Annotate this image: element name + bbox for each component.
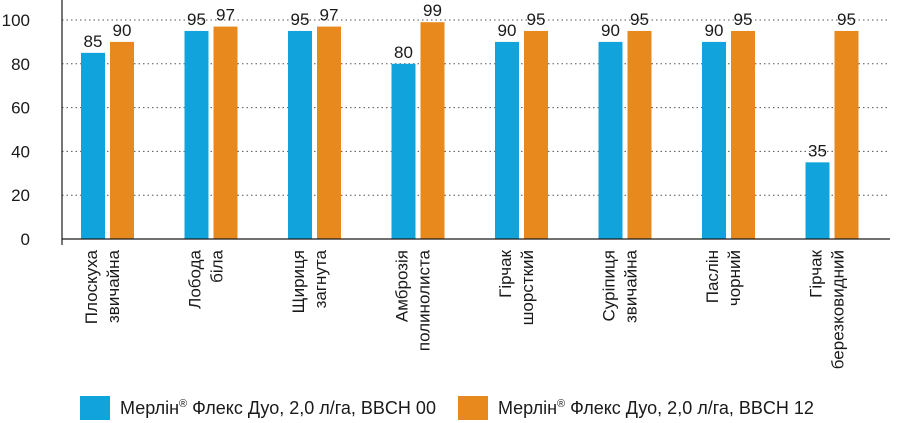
x-tick-label-line-6-0: Паслін	[703, 250, 722, 303]
bar-bbch00-0	[81, 52, 105, 239]
x-tick-label-line-4-0: Гірчак	[496, 249, 515, 297]
data-label-bbch00-5: 90	[601, 21, 620, 40]
bar-bbch12-4	[524, 30, 548, 240]
x-tick-label-line-5-1: звичайна	[622, 249, 641, 323]
legend-item-bbch12: Мерлін® Флекс Дуо, 2,0 л/га, BBCH 12	[457, 396, 814, 420]
data-label-bbch12-5: 95	[630, 10, 649, 29]
x-tick-label-line-4-1: шорсткий	[518, 250, 537, 325]
x-tick-label-line-7-0: Гірчак	[807, 249, 826, 297]
x-tick-label-line-0-1: звичайна	[104, 249, 123, 323]
y-tick-label-0: 0	[21, 230, 30, 249]
x-tick-label-line-2-0: Щириця	[289, 250, 308, 313]
x-tick-label-3: Амброзія полинолиста	[393, 249, 434, 351]
bar-bbch12-2	[317, 26, 341, 239]
legend-label-bbch00: Мерлін® Флекс Дуо, 2,0 л/га, BBCH 00	[120, 397, 436, 418]
y-tick-label-100: 100	[2, 11, 30, 30]
x-tick-label-2: Щириця загнута	[289, 249, 330, 313]
bar-bbch00-3	[391, 63, 416, 239]
x-tick-label-line-6-1: чорний	[725, 250, 744, 306]
data-label-bbch00-2: 95	[291, 10, 310, 29]
legend-swatch-bbch12	[457, 396, 488, 420]
data-label-bbch12-3: 99	[423, 1, 442, 20]
x-tick-label-line-5-0: Суріпиця	[600, 250, 619, 321]
bar-bbch00-4	[495, 41, 519, 240]
x-tick-label-line-1-1: біла	[208, 249, 227, 282]
data-label-bbch00-6: 90	[705, 21, 724, 40]
bar-bbch12-5	[627, 30, 652, 240]
bar-bbch00-5	[598, 41, 623, 240]
legend: Мерлін® Флекс Дуо, 2,0 л/га, BBCH 00 Мер…	[80, 396, 836, 420]
x-tick-label-line-3-1: полинолиста	[415, 249, 434, 351]
x-tick-label-5: Суріпиця звичайна	[600, 249, 641, 323]
y-tick-label-40: 40	[11, 142, 30, 161]
bar-bbch12-6	[731, 30, 755, 240]
x-tick-label-line-0-0: Плоскуха	[82, 249, 101, 324]
x-tick-label-7: Гірчак березковидний	[807, 249, 848, 369]
data-label-bbch12-4: 95	[527, 10, 546, 29]
x-tick-label-line-7-1: березковидний	[829, 250, 848, 369]
data-label-bbch00-0: 85	[84, 32, 103, 51]
data-label-bbch00-7: 35	[808, 141, 827, 160]
legend-label-bbch12: Мерлін® Флекс Дуо, 2,0 л/га, BBCH 12	[497, 397, 814, 418]
data-label-bbch12-0: 90	[113, 21, 132, 40]
bar-bbch00-6	[702, 41, 726, 240]
x-tick-label-line-2-1: загнута	[311, 249, 330, 308]
bar-bbch12-7	[834, 30, 859, 240]
bar-bbch00-2	[288, 30, 312, 240]
data-label-bbch12-7: 95	[837, 10, 856, 29]
y-tick-label-20: 20	[11, 186, 30, 205]
x-tick-label-line-3-0: Амброзія	[393, 250, 412, 322]
bar-bbch12-3	[420, 22, 445, 239]
y-tick-label-80: 80	[11, 55, 30, 74]
legend-item-bbch00: Мерлін® Флекс Дуо, 2,0 л/га, BBCH 00	[80, 396, 436, 420]
data-label-bbch00-3: 80	[394, 43, 413, 62]
legend-swatch-bbch00	[80, 396, 110, 420]
data-label-bbch12-2: 97	[320, 6, 339, 25]
data-label-bbch00-4: 90	[498, 21, 517, 40]
bar-bbch12-1	[213, 26, 238, 239]
x-tick-label-1: Лобода біла	[186, 249, 227, 308]
bar-bbch00-1	[184, 30, 209, 240]
x-tick-label-4: Гірчак шорсткий	[496, 249, 537, 325]
data-label-bbch00-1: 95	[187, 10, 206, 29]
y-tick-label-60: 60	[11, 99, 30, 118]
data-label-bbch12-1: 97	[216, 6, 235, 25]
x-tick-label-line-1-0: Лобода	[186, 249, 205, 308]
data-label-bbch12-6: 95	[734, 10, 753, 29]
bar-bbch12-0	[110, 41, 134, 240]
x-tick-label-6: Паслін чорний	[703, 250, 744, 306]
x-tick-label-0: Плоскуха звичайна	[82, 249, 123, 324]
bar-bbch00-7	[805, 162, 830, 239]
